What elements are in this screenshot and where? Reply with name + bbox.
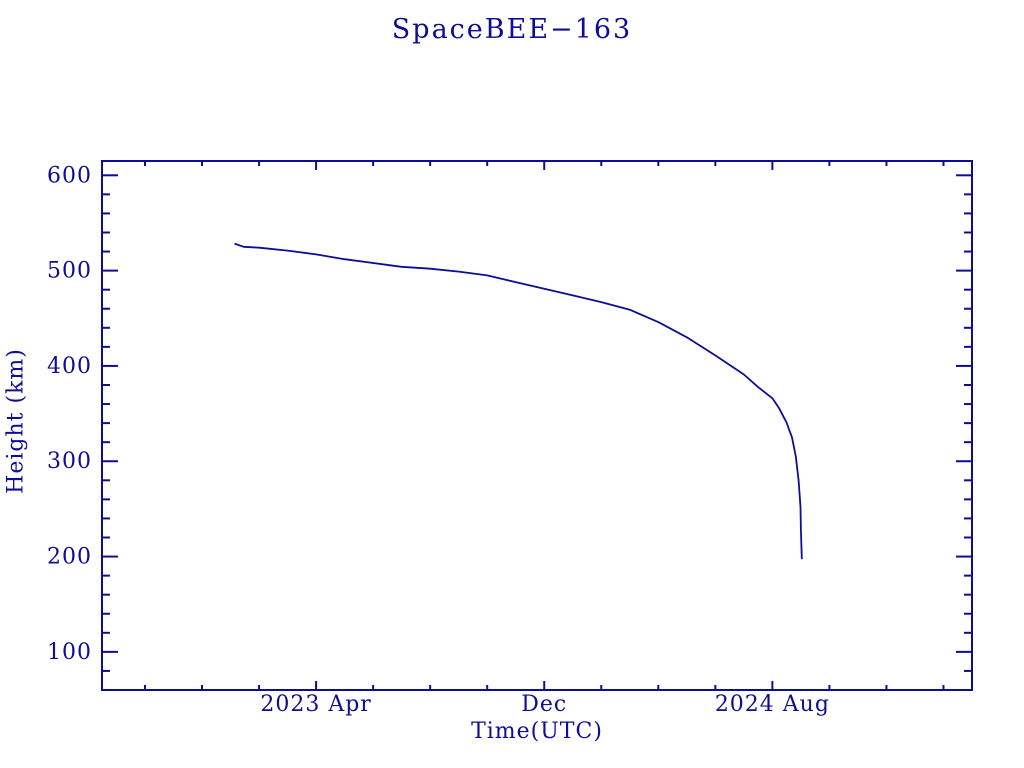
x-tick-label: Dec [521,692,567,717]
y-tick-label: 500 [47,259,92,284]
x-tick-label: 2023 Apr [260,692,371,717]
x-axis-title: Time(UTC) [471,719,603,744]
plot-frame [101,160,973,691]
y-axis-title: Height (km) [3,348,29,494]
x-tick-label: 2024 Aug [715,692,830,717]
y-tick-label: 600 [47,163,92,188]
y-tick-label: 200 [47,545,92,570]
y-tick-label: 300 [47,449,92,474]
y-tick-label: 100 [47,640,92,665]
y-tick-label: 400 [47,354,92,379]
chart-title: SpaceBEE−163 [391,14,633,45]
height-curve [234,242,803,560]
